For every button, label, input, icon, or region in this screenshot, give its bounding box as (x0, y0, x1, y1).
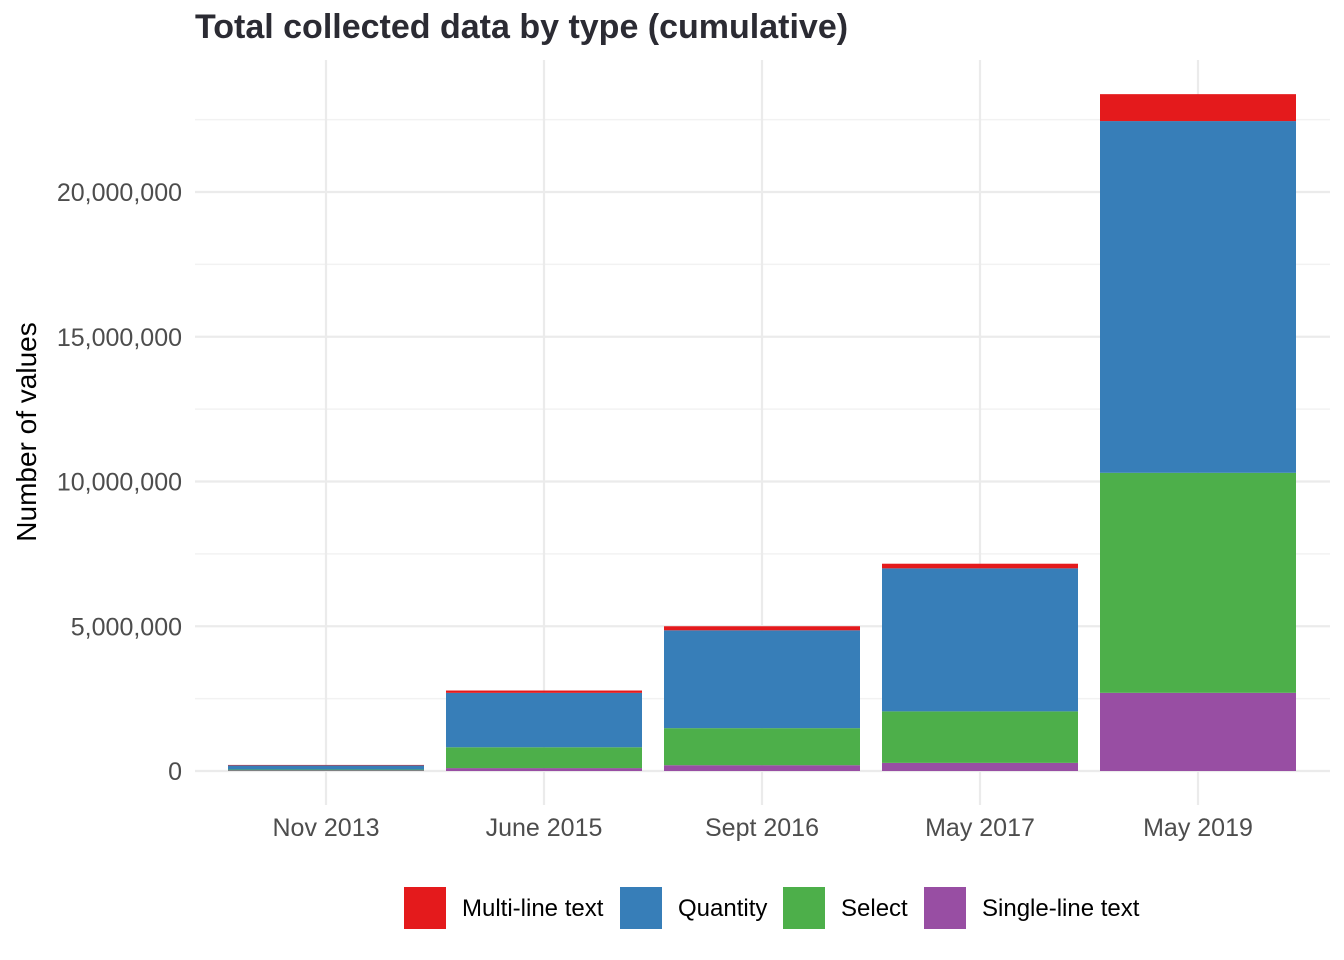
bar-segment-single-line-text (664, 765, 860, 771)
legend-swatch-quantity (620, 887, 662, 929)
bar-segment-select (882, 711, 1078, 763)
y-axis-title: Number of values (11, 322, 42, 541)
legend-label-multi-line-text: Multi-line text (462, 895, 604, 922)
y-tick-label: 15,000,000 (57, 324, 182, 352)
bar-segment-multi-line-text (664, 626, 860, 631)
x-tick-label: May 2017 (925, 814, 1035, 842)
x-tick-label: Sept 2016 (705, 814, 819, 842)
legend-label-single-line-text: Single-line text (982, 895, 1140, 922)
bar-segment-multi-line-text (446, 690, 642, 693)
bar-segment-select (1100, 472, 1296, 693)
legend-swatch-select (783, 887, 825, 929)
bar-segment-single-line-text (882, 762, 1078, 771)
bar-segment-multi-line-text (1100, 94, 1296, 122)
bar-segment-quantity (228, 765, 424, 770)
legend-label-select: Select (841, 895, 908, 922)
bars (228, 94, 1296, 771)
x-tick-label: June 2015 (486, 814, 603, 842)
bar-segment-single-line-text (1100, 692, 1296, 771)
bar-segment-select (446, 747, 642, 769)
bar-segment-multi-line-text (882, 563, 1078, 569)
axes: 0 5,000,000 10,000,000 15,000,000 20,000,000… (57, 179, 1253, 842)
y-tick-label: 10,000,000 (57, 469, 182, 497)
legend-label-quantity: Quantity (678, 895, 767, 922)
x-tick-label: Nov 2013 (272, 814, 379, 842)
y-tick-label: 0 (168, 758, 182, 786)
bar-segment-quantity (882, 568, 1078, 712)
legend-swatch-single-line-text (924, 887, 966, 929)
bar-segment-single-line-text (446, 768, 642, 771)
bar-segment-multi-line-text (228, 764, 424, 766)
legend-swatch-multi-line-text (404, 887, 446, 929)
chart-title: Total collected data by type (cumulative… (195, 8, 848, 46)
bar-segment-single-line-text (228, 770, 424, 771)
x-tick-label: May 2019 (1143, 814, 1253, 842)
bar-segment-select (664, 728, 860, 766)
bar-segment-select (228, 769, 424, 771)
y-tick-label: 5,000,000 (71, 613, 182, 641)
bar-segment-quantity (446, 692, 642, 748)
legend: Multi-line text Quantity Select Single-line… (404, 887, 1140, 929)
bar-segment-quantity (664, 630, 860, 729)
y-tick-label: 20,000,000 (57, 179, 182, 207)
bar-segment-quantity (1100, 121, 1296, 473)
